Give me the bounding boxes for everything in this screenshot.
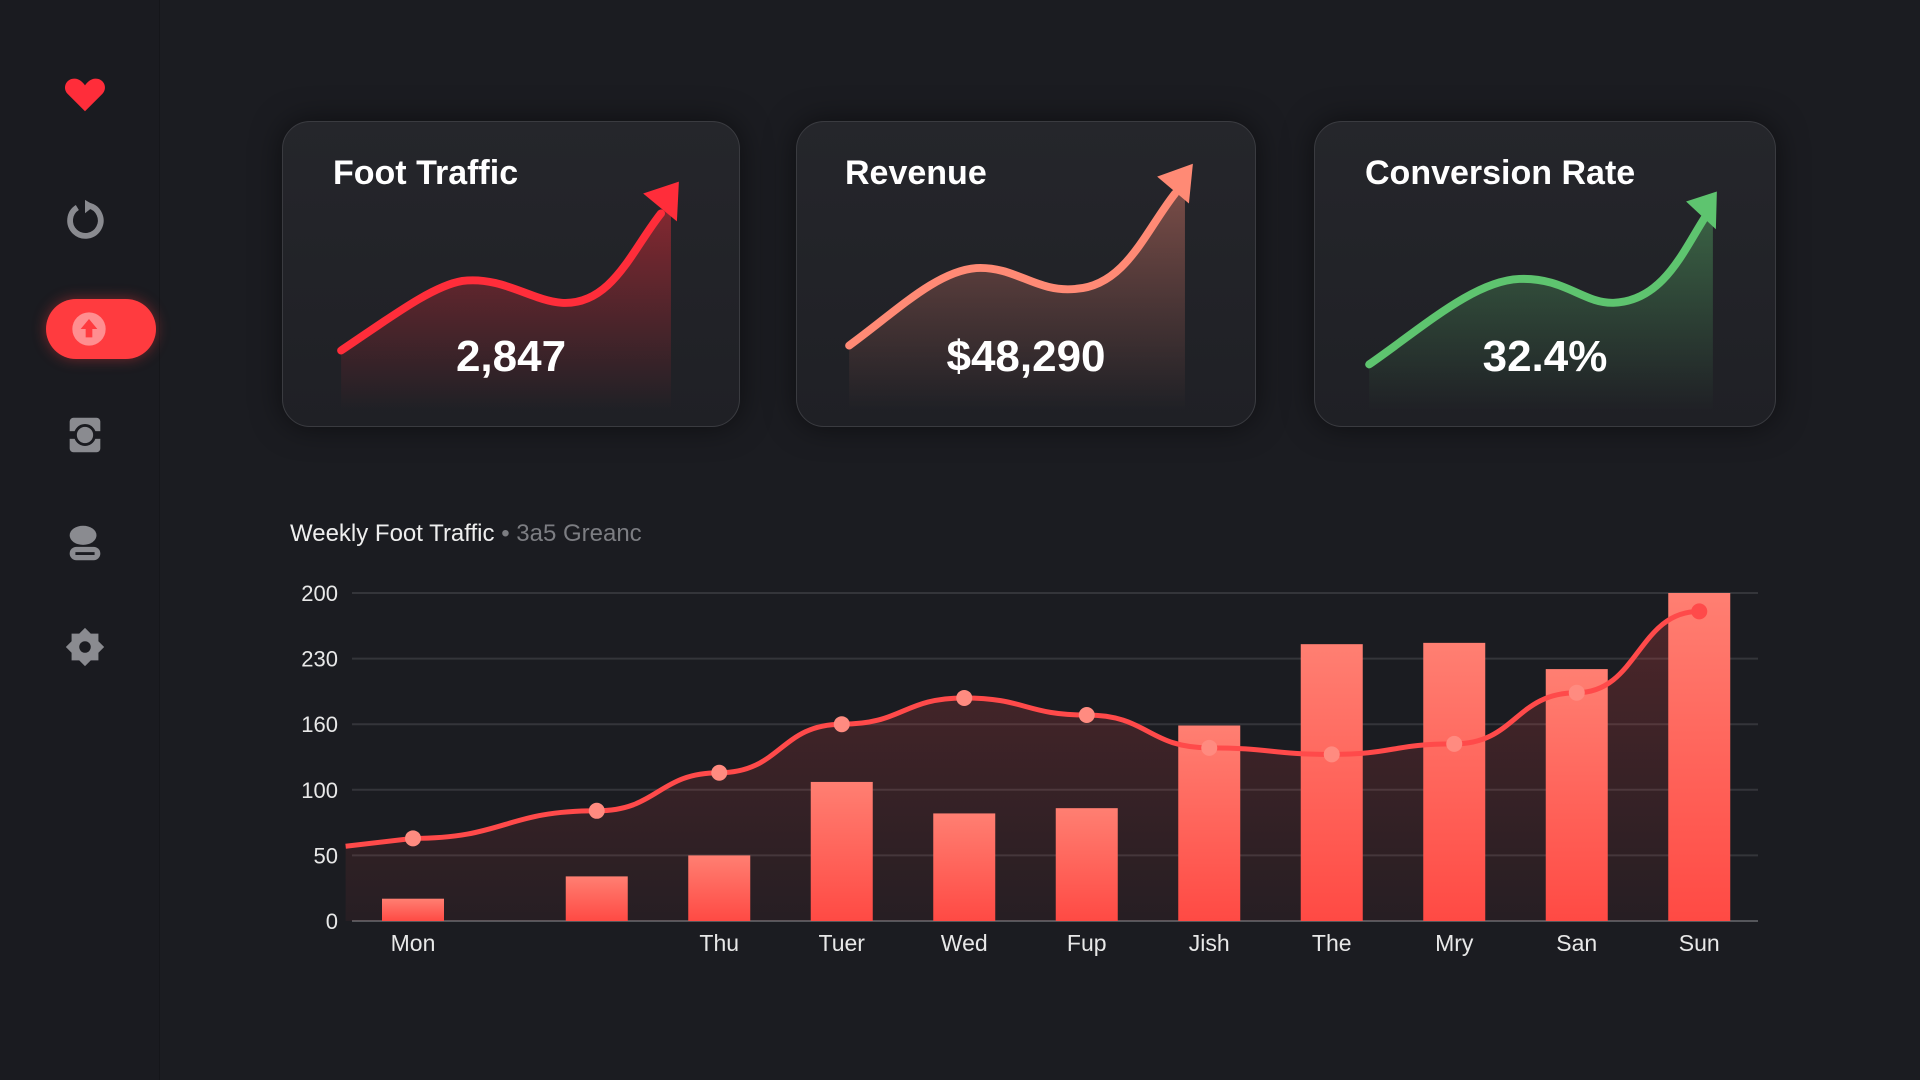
- bar: [1545, 669, 1608, 921]
- card-value: $48,290: [946, 332, 1106, 381]
- y-tick-label: 230: [301, 647, 338, 672]
- sidebar-item-upload[interactable]: [46, 299, 156, 359]
- chart-subtitle-text: 3a5 Greanc: [516, 520, 642, 547]
- chart-subtitle: • 3a5 Greanc: [501, 520, 642, 547]
- trend-point: [1201, 739, 1218, 756]
- sidebar-item-refresh[interactable]: [50, 194, 120, 244]
- card-title: Foot Traffic: [333, 154, 519, 192]
- x-tick-label: San: [1556, 930, 1597, 956]
- trend-point: [956, 689, 973, 706]
- exchange-icon: [65, 417, 105, 453]
- gear-icon: [65, 627, 105, 667]
- sidebar-item-users[interactable]: [50, 518, 120, 568]
- sidebar-item-exchange[interactable]: [50, 410, 120, 460]
- y-tick-label: 200: [301, 581, 338, 606]
- conversion-rate-card[interactable]: Conversion Rate 32.4%: [1314, 121, 1776, 427]
- bar: [1300, 644, 1363, 921]
- user-sync-icon: [69, 525, 101, 561]
- card-value: 2,847: [455, 332, 567, 381]
- trend-point: [833, 716, 850, 733]
- sidebar-item-favorites[interactable]: [50, 69, 120, 119]
- x-tick-label: Mry: [1435, 930, 1474, 956]
- bar: [688, 855, 751, 921]
- heart-icon: [65, 78, 105, 112]
- foot-traffic-card[interactable]: Foot Traffic 2,847: [282, 121, 740, 427]
- trend-point: [1446, 735, 1463, 752]
- y-tick-label: 0: [326, 909, 338, 934]
- upload-icon: [72, 312, 106, 346]
- bar: [1178, 725, 1241, 921]
- trend-point: [1078, 707, 1095, 724]
- x-tick-label: Tuer: [819, 930, 866, 956]
- card-title: Conversion Rate: [1365, 154, 1636, 192]
- sidebar-item-settings[interactable]: [50, 622, 120, 672]
- x-tick-label: Wed: [941, 930, 988, 956]
- conversion-sparkline: [1365, 191, 1717, 411]
- trend-point: [405, 830, 421, 847]
- bar: [1423, 642, 1486, 921]
- y-tick-label: 160: [301, 712, 338, 737]
- trend-point: [1568, 684, 1585, 701]
- bar: [565, 876, 628, 921]
- y-tick-label: 50: [314, 843, 338, 868]
- bar: [1055, 808, 1118, 921]
- x-tick-label: Mon: [391, 930, 436, 956]
- revenue-sparkline: [845, 163, 1193, 411]
- foot-traffic-sparkline: [337, 181, 679, 411]
- bar: [382, 898, 444, 921]
- card-title: Revenue: [845, 154, 987, 192]
- trend-point: [588, 802, 605, 819]
- refresh-icon: [67, 199, 104, 239]
- bar: [810, 781, 873, 921]
- trend-point: [711, 764, 728, 781]
- revenue-card[interactable]: Revenue $48,290: [796, 121, 1256, 427]
- card-value: 32.4%: [1482, 332, 1608, 381]
- trend-point: [1691, 603, 1708, 620]
- trend-point: [1323, 746, 1340, 763]
- bar: [933, 813, 996, 921]
- sidebar: [0, 0, 160, 1080]
- x-tick-label: Thu: [699, 930, 739, 956]
- bar: [1668, 593, 1731, 921]
- chart-title-text: Weekly Foot Traffic: [290, 520, 495, 547]
- chart-title: Weekly Foot Traffic • 3a5 Greanc: [290, 520, 642, 548]
- y-tick-label: 100: [301, 778, 338, 803]
- x-tick-label: Sun: [1679, 930, 1720, 956]
- x-tick-label: Jish: [1189, 930, 1230, 956]
- x-tick-label: Fup: [1067, 930, 1107, 956]
- x-tick-label: The: [1312, 930, 1352, 956]
